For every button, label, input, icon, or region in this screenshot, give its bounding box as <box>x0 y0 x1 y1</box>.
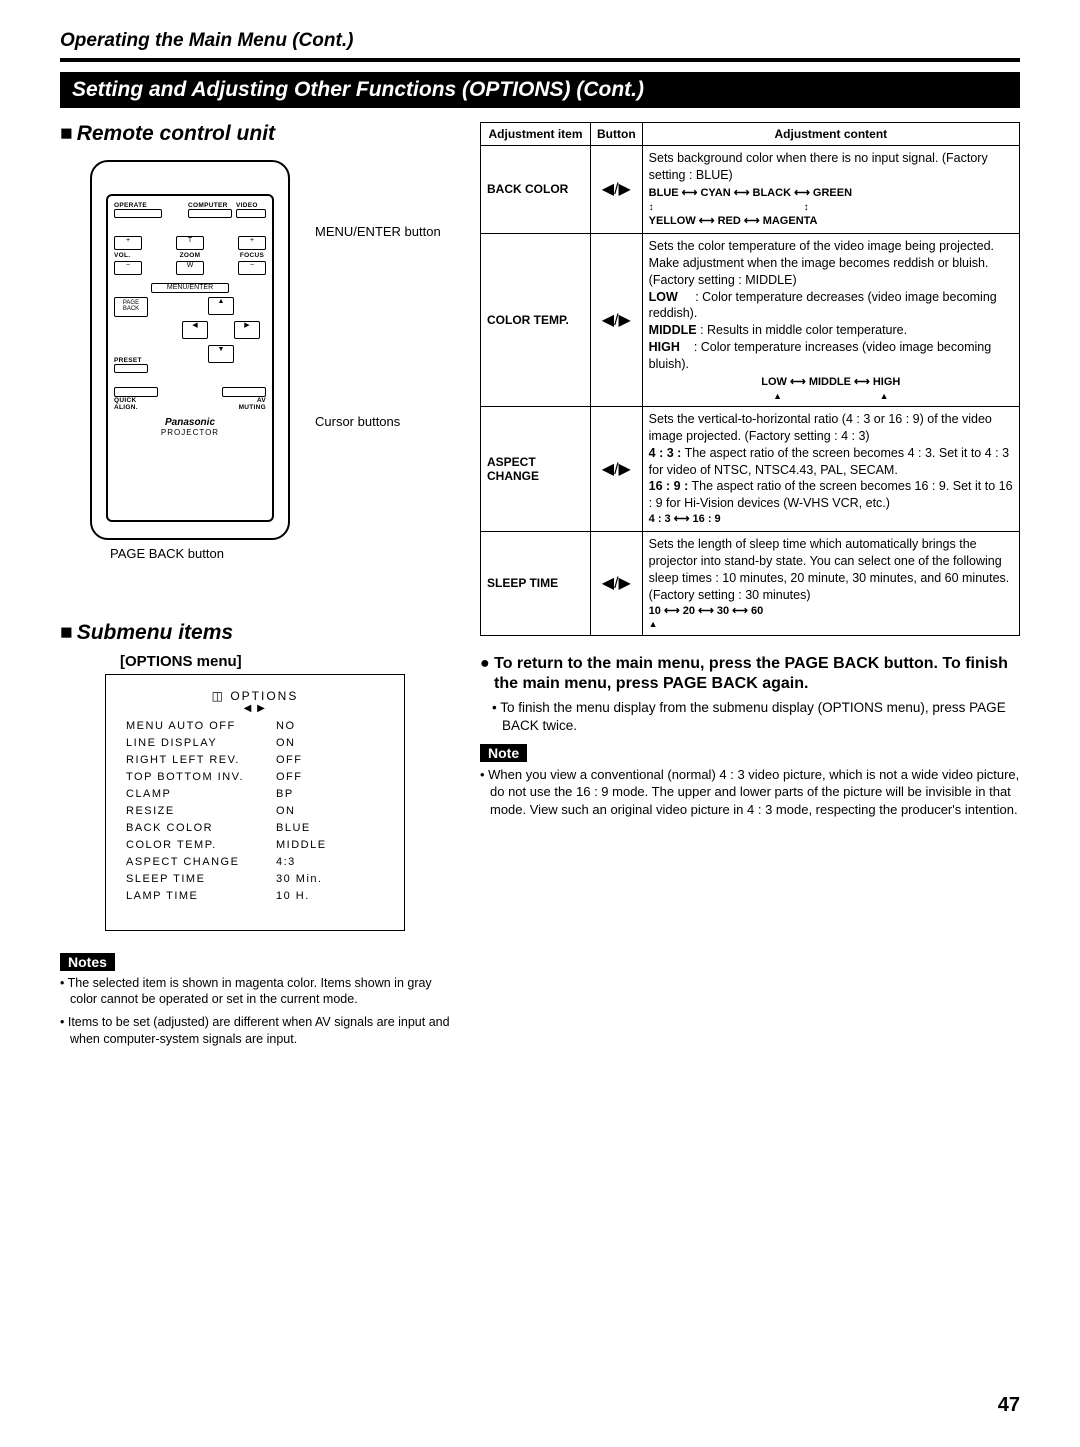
options-row: RIGHT LEFT REV.OFF <box>126 752 384 769</box>
callout-cursor: Cursor buttons <box>315 414 400 429</box>
note-right: • When you view a conventional (normal) … <box>480 766 1020 819</box>
brand-label: Panasonic <box>114 417 266 428</box>
focus-label: FOCUS <box>238 252 266 259</box>
av-muting-label: AV MUTING <box>222 397 266 411</box>
video-label: VIDEO <box>236 202 266 209</box>
aspect-43-desc: The aspect ratio of the screen becomes 4… <box>649 446 1009 477</box>
return-sub: • To finish the menu display from the su… <box>492 699 1020 735</box>
ct-low: LOW <box>649 290 678 304</box>
page-number: 47 <box>60 1394 1020 1417</box>
th-item: Adjustment item <box>481 123 591 146</box>
options-caption: OPTIONS <box>230 689 298 703</box>
button-glyph: ◀/▶ <box>591 146 643 234</box>
remote-diagram: OPERATE COMPUTER VIDEO <box>90 160 290 540</box>
button-glyph: ◀/▶ <box>591 532 643 635</box>
aspect-169: 16 : 9 : <box>649 479 689 493</box>
aspect-desc: Sets the vertical-to-horizontal ratio (4… <box>649 411 1013 445</box>
computer-label: COMPUTER <box>188 202 232 209</box>
button-glyph: ◀/▶ <box>591 406 643 531</box>
options-row: LAMP TIME10 H. <box>126 888 384 905</box>
back-color-cycle-2: YELLOW ⟷ RED ⟷ MAGENTA <box>649 214 1013 229</box>
item-aspect: ASPECT CHANGE <box>481 406 591 531</box>
th-content: Adjustment content <box>642 123 1019 146</box>
back-color-desc: Sets background color when there is no i… <box>649 150 1013 184</box>
options-arrows-icon: ◀ ▶ <box>126 703 384 714</box>
note-text: • Items to be set (adjusted) are differe… <box>60 1014 450 1048</box>
quick-align-label: QUICK ALIGN. <box>114 397 158 411</box>
adjustment-table: Adjustment item Button Adjustment conten… <box>480 122 1020 636</box>
options-row: ASPECT CHANGE4:3 <box>126 854 384 871</box>
options-row: LINE DISPLAYON <box>126 735 384 752</box>
section-banner: Setting and Adjusting Other Functions (O… <box>60 72 1020 108</box>
options-row: RESIZEON <box>126 803 384 820</box>
note-tag: Note <box>480 744 527 762</box>
ct-high-desc: : Color temperature increases (video ima… <box>649 340 992 371</box>
callout-menu-enter: MENU/ENTER button <box>315 224 441 241</box>
th-button: Button <box>591 123 643 146</box>
aspect-43: 4 : 3 : <box>649 446 682 460</box>
item-back-color: BACK COLOR <box>481 146 591 234</box>
ct-cycle: LOW ⟷ MIDDLE ⟷ HIGH <box>649 375 1013 390</box>
note-text: • The selected item is shown in magenta … <box>60 975 450 1009</box>
page-back-btn: PAGE BACK <box>114 297 148 317</box>
options-menu-box: ◫ OPTIONS ◀ ▶ MENU AUTO OFFNOLINE DISPLA… <box>105 674 405 931</box>
page-header: Operating the Main Menu (Cont.) <box>60 30 1020 52</box>
sleep-desc: Sets the length of sleep time which auto… <box>649 536 1013 604</box>
sleep-cycle: 10 ⟷ 20 ⟷ 30 ⟷ 60 <box>649 604 1013 619</box>
button-glyph: ◀/▶ <box>591 233 643 406</box>
ct-high: HIGH <box>649 340 680 354</box>
preset-label: PRESET <box>114 357 148 364</box>
zoom-label: ZOOM <box>176 252 204 259</box>
vol-label: VOL. <box>114 252 142 259</box>
options-row: COLOR TEMP.MIDDLE <box>126 837 384 854</box>
menu-enter-btn: MENU/ENTER <box>151 283 229 293</box>
options-row: TOP BOTTOM INV.OFF <box>126 769 384 786</box>
ct-mid: MIDDLE <box>649 323 697 337</box>
color-temp-desc: Sets the color temperature of the video … <box>649 238 1013 289</box>
projector-label: PROJECTOR <box>114 428 266 437</box>
options-row: MENU AUTO OFFNO <box>126 718 384 735</box>
ct-mid-desc: : Results in middle color temperature. <box>700 323 907 337</box>
item-color-temp: COLOR TEMP. <box>481 233 591 406</box>
options-row: CLAMPBP <box>126 786 384 803</box>
rule <box>60 58 1020 62</box>
operate-label: OPERATE <box>114 202 162 209</box>
back-color-cycle-1: BLUE ⟷ CYAN ⟷ BLACK ⟷ GREEN <box>649 186 1013 201</box>
options-menu-label: [OPTIONS menu] <box>120 653 450 670</box>
t-btn: T <box>176 236 204 250</box>
aspect-169-desc: The aspect ratio of the screen becomes 1… <box>649 479 1013 510</box>
return-heading: ● To return to the main menu, press the … <box>480 654 1020 696</box>
aspect-cycle: 4 : 3 ⟷ 16 : 9 <box>649 512 1013 527</box>
options-row: BACK COLORBLUE <box>126 820 384 837</box>
submenu-heading: Submenu items <box>60 621 450 645</box>
remote-heading: Remote control unit <box>60 122 450 146</box>
options-row: SLEEP TIME30 Min. <box>126 871 384 888</box>
notes-tag: Notes <box>60 953 115 971</box>
ct-low-desc: : Color temperature decreases (video ima… <box>649 290 997 321</box>
w-btn: W <box>176 261 204 275</box>
item-sleep: SLEEP TIME <box>481 532 591 635</box>
